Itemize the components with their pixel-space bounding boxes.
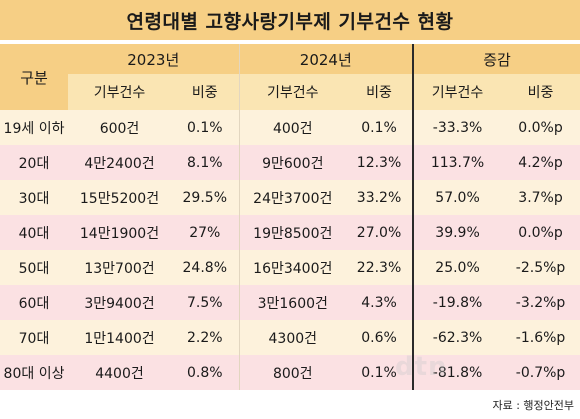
header-year-2023: 2023년 bbox=[68, 44, 240, 74]
count-change: 25.0% bbox=[412, 250, 502, 285]
share-2024: 22.3% bbox=[346, 250, 414, 285]
share-2023: 8.1% bbox=[171, 145, 240, 180]
count-change: -33.3% bbox=[412, 110, 502, 145]
count-2024: 4300건 bbox=[238, 320, 347, 355]
table-row: 60대 3만9400건 7.5% 3만1600건 4.3% -19.8% -3.… bbox=[0, 285, 580, 320]
page-title: 연령대별 고향사랑기부제 기부건수 현황 bbox=[0, 0, 580, 40]
share-change: -1.6%p bbox=[501, 320, 580, 355]
count-change: 113.7% bbox=[412, 145, 502, 180]
share-2023: 0.8% bbox=[171, 355, 240, 390]
count-2023: 15만5200건 bbox=[68, 180, 171, 215]
share-2024: 0.1% bbox=[346, 110, 414, 145]
header-count-change: 기부건수 bbox=[412, 74, 502, 110]
count-2023: 13만700건 bbox=[68, 250, 171, 285]
count-2023: 1만1400건 bbox=[68, 320, 171, 355]
age-group: 50대 bbox=[0, 250, 68, 285]
age-group: 70대 bbox=[0, 320, 68, 355]
count-2023: 4만2400건 bbox=[68, 145, 171, 180]
share-2024: 0.1% bbox=[346, 355, 414, 390]
age-group: 80대 이상 bbox=[0, 355, 68, 390]
count-2024: 9만600건 bbox=[238, 145, 347, 180]
share-2023: 29.5% bbox=[171, 180, 240, 215]
table-row: 20대 4만2400건 8.1% 9만600건 12.3% 113.7% 4.2… bbox=[0, 145, 580, 180]
share-2023: 7.5% bbox=[171, 285, 240, 320]
share-2023: 2.2% bbox=[171, 320, 240, 355]
count-change: -81.8% bbox=[412, 355, 502, 390]
header-share-change: 비중 bbox=[501, 74, 580, 110]
header-count-2024: 기부건수 bbox=[238, 74, 347, 110]
count-2024: 16만3400건 bbox=[238, 250, 347, 285]
source-note: 자료 : 행정안전부 bbox=[492, 399, 574, 412]
count-2024: 3만1600건 bbox=[238, 285, 347, 320]
count-2023: 14만1900건 bbox=[68, 215, 171, 250]
header-count-2023: 기부건수 bbox=[68, 74, 171, 110]
share-change: -2.5%p bbox=[501, 250, 580, 285]
count-2024: 24만3700건 bbox=[238, 180, 347, 215]
count-change: 39.9% bbox=[412, 215, 502, 250]
share-2024: 33.2% bbox=[346, 180, 414, 215]
age-group: 19세 이하 bbox=[0, 110, 68, 145]
table-row: 30대 15만5200건 29.5% 24만3700건 33.2% 57.0% … bbox=[0, 180, 580, 215]
header-year-row: 구분 2023년 2024년 증감 bbox=[0, 44, 580, 110]
age-group: 40대 bbox=[0, 215, 68, 250]
share-change: 0.0%p bbox=[501, 215, 580, 250]
table-row: 80대 이상 4400건 0.8% 800건 0.1% -81.8% -0.7%… bbox=[0, 355, 580, 390]
header-gubun: 구분 bbox=[0, 44, 68, 110]
age-group: 20대 bbox=[0, 145, 68, 180]
share-change: -3.2%p bbox=[501, 285, 580, 320]
share-2023: 0.1% bbox=[171, 110, 240, 145]
share-2024: 4.3% bbox=[346, 285, 414, 320]
table-row: 40대 14만1900건 27% 19만8500건 27.0% 39.9% 0.… bbox=[0, 215, 580, 250]
share-2024: 27.0% bbox=[346, 215, 414, 250]
count-2024: 19만8500건 bbox=[238, 215, 347, 250]
count-2024: 800건 bbox=[238, 355, 347, 390]
share-2023: 27% bbox=[171, 215, 240, 250]
share-2024: 0.6% bbox=[346, 320, 414, 355]
count-2023: 600건 bbox=[68, 110, 171, 145]
count-change: 57.0% bbox=[412, 180, 502, 215]
table-row: 50대 13만700건 24.8% 16만3400건 22.3% 25.0% -… bbox=[0, 250, 580, 285]
watermark: dtn bbox=[395, 352, 448, 382]
share-change: 0.0%p bbox=[501, 110, 580, 145]
count-2023: 3만9400건 bbox=[68, 285, 171, 320]
count-change: -62.3% bbox=[412, 320, 502, 355]
share-change: -0.7%p bbox=[501, 355, 580, 390]
share-2024: 12.3% bbox=[346, 145, 414, 180]
age-group: 30대 bbox=[0, 180, 68, 215]
age-group: 60대 bbox=[0, 285, 68, 320]
share-change: 4.2%p bbox=[501, 145, 580, 180]
count-2023: 4400건 bbox=[68, 355, 171, 390]
header-change: 증감 bbox=[412, 44, 580, 74]
table-row: 70대 1만1400건 2.2% 4300건 0.6% -62.3% -1.6%… bbox=[0, 320, 580, 355]
table-row: 19세 이하 600건 0.1% 400건 0.1% -33.3% 0.0%p bbox=[0, 110, 580, 145]
share-2023: 24.8% bbox=[171, 250, 240, 285]
header-share-2024: 비중 bbox=[346, 74, 414, 110]
count-2024: 400건 bbox=[238, 110, 347, 145]
header-year-2024: 2024년 bbox=[238, 44, 414, 74]
header-share-2023: 비중 bbox=[171, 74, 240, 110]
count-change: -19.8% bbox=[412, 285, 502, 320]
share-change: 3.7%p bbox=[501, 180, 580, 215]
donation-table: 구분 2023년 2024년 증감 기부건수 비중 기부건수 비중 기부건수 비… bbox=[0, 44, 580, 390]
header-sub-row: 기부건수 비중 기부건수 비중 기부건수 비중 bbox=[0, 74, 580, 110]
